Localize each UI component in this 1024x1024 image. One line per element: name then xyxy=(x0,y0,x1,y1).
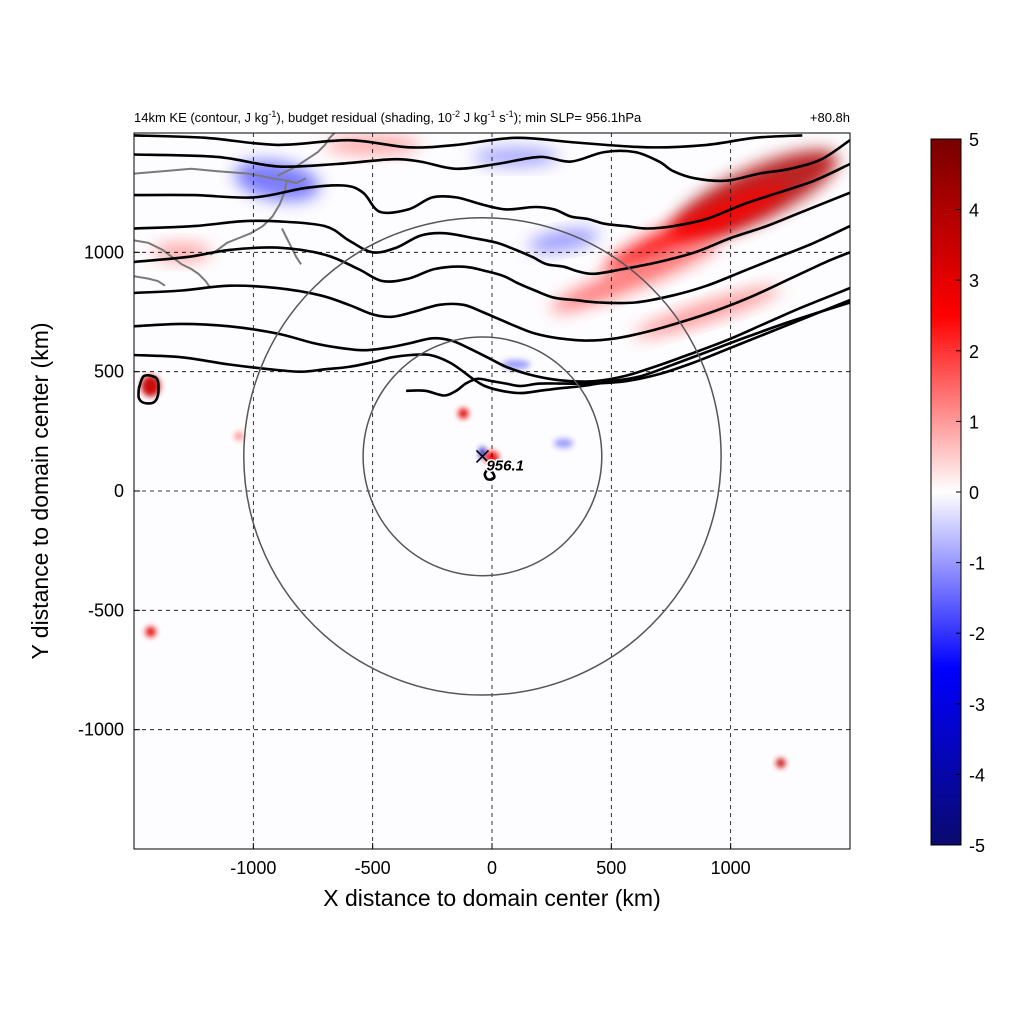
colorbar-tick-label: -4 xyxy=(969,765,985,785)
ke-contour xyxy=(406,298,850,397)
colorbar-tick-label: 2 xyxy=(969,342,979,362)
ke-contour xyxy=(483,468,496,481)
storm-pressure-label: 956.1 xyxy=(486,457,524,474)
coastline xyxy=(209,180,288,256)
shading-blob xyxy=(458,408,469,419)
radius-circle xyxy=(243,216,722,696)
shading-blob xyxy=(234,160,320,201)
colorbar-tick-label: 3 xyxy=(969,271,979,291)
x-axis-label: X distance to domain center (km) xyxy=(323,885,660,911)
colorbar-tick-label: 4 xyxy=(969,201,979,221)
coastline xyxy=(134,275,166,287)
chart-title: 14km KE (contour, J kg-1), budget residu… xyxy=(134,109,642,125)
x-axis-ticks: -1000 -500 0 500 1000 xyxy=(230,843,751,878)
shading-blob xyxy=(234,431,244,441)
y-axis-label: Y distance to domain center (km) xyxy=(27,322,53,659)
storm-marker-group: 956.1 xyxy=(475,449,526,476)
title-part-e: ); min SLP= 956.1hPa xyxy=(514,110,642,125)
coastline xyxy=(134,167,307,185)
y-tick-label: -1000 xyxy=(78,720,124,740)
colorbar-tick-label: -5 xyxy=(969,836,985,856)
ke-contour xyxy=(134,162,850,230)
title-sup-d: -1 xyxy=(506,109,514,119)
title-sup-b: -2 xyxy=(452,109,460,119)
x-tick-label: 1000 xyxy=(711,858,751,878)
title-sup-c: -1 xyxy=(488,109,496,119)
colorbar-tick-label: -2 xyxy=(969,624,985,644)
ke-contour xyxy=(134,251,850,342)
shading-blob xyxy=(145,626,156,638)
ke-contour-layer xyxy=(134,134,850,481)
ke-contour xyxy=(134,134,803,149)
shading-blob xyxy=(485,450,499,465)
shading-blob xyxy=(153,242,211,262)
title-part-a: 14km KE (contour, J kg xyxy=(134,110,268,125)
colorbar: 5 4 3 2 1 0 -1 -2 -3 -4 -5 xyxy=(930,130,985,856)
x-tick-label: -1000 xyxy=(230,858,276,878)
shading-blob xyxy=(776,758,786,768)
ke-contour xyxy=(134,224,850,305)
ke-contour xyxy=(134,191,850,276)
colorbar-tick-label: -1 xyxy=(969,554,985,574)
colorbar-tick-label: 5 xyxy=(969,130,979,150)
ke-contour xyxy=(134,139,850,183)
title-part-c: J kg xyxy=(460,110,487,125)
coastline xyxy=(134,239,212,289)
y-tick-label: -500 xyxy=(88,600,124,620)
y-axis-ticks: -1000 -500 0 500 1000 xyxy=(78,242,140,740)
title-part-d: s xyxy=(496,110,507,125)
colorbar-tick-label: 1 xyxy=(969,412,979,432)
shading-blob xyxy=(554,438,574,449)
coastline-layer xyxy=(134,133,336,289)
radius-circles xyxy=(243,216,722,696)
colorbar-tick-label: -3 xyxy=(969,695,985,715)
ke-contour xyxy=(134,286,850,383)
chart-time-label: +80.8h xyxy=(810,110,850,125)
storm-center-marker xyxy=(475,449,490,463)
shading-blob xyxy=(472,147,559,167)
shading-blob xyxy=(528,229,599,252)
title-part-b: ), budget residual (shading, 10 xyxy=(276,110,452,125)
y-tick-label: 1000 xyxy=(84,242,124,262)
ke-contour xyxy=(137,374,160,405)
x-tick-label: 500 xyxy=(596,858,626,878)
colorbar-ticks: 5 4 3 2 1 0 -1 -2 -3 -4 -5 xyxy=(956,130,985,856)
x-tick-label: 0 xyxy=(487,858,497,878)
y-tick-label: 500 xyxy=(94,362,124,382)
plot-area: 956.1 xyxy=(133,132,851,850)
title-sup-a: -1 xyxy=(268,109,276,119)
colorbar-tick-label: 0 xyxy=(969,483,979,503)
radius-circle xyxy=(362,336,603,577)
x-tick-label: -500 xyxy=(355,858,391,878)
y-tick-label: 0 xyxy=(114,481,124,501)
plot-background xyxy=(134,133,850,849)
shading-blob xyxy=(141,375,161,397)
